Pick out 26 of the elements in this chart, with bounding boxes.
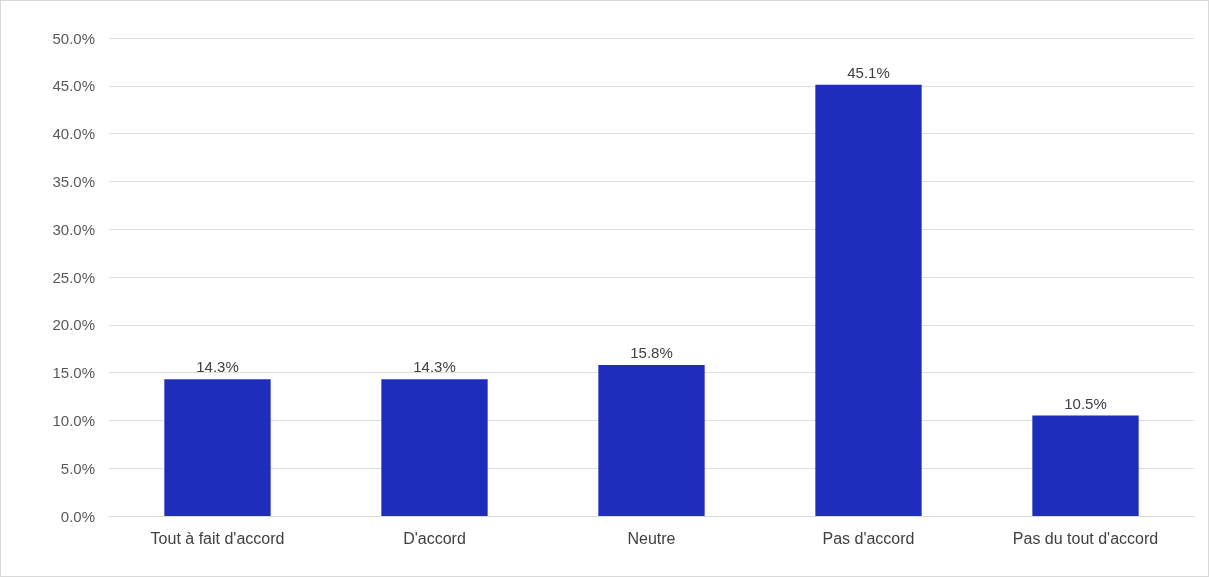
data-label: 10.5% bbox=[1064, 394, 1107, 412]
y-tick-label: 5.0% bbox=[60, 459, 95, 477]
y-tick-label: 25.0% bbox=[52, 268, 95, 286]
y-tick-label: 20.0% bbox=[52, 316, 95, 334]
y-tick-label: 40.0% bbox=[52, 125, 95, 143]
data-label: 14.3% bbox=[413, 358, 456, 376]
y-tick-label: 10.0% bbox=[52, 411, 95, 429]
bar bbox=[598, 364, 705, 516]
x-tick-label: Neutre bbox=[627, 529, 676, 547]
data-label: 45.1% bbox=[847, 63, 890, 81]
bar bbox=[815, 84, 922, 516]
y-tick-label: 35.0% bbox=[52, 172, 95, 190]
x-tick-label: Pas d'accord bbox=[822, 529, 915, 547]
y-tick-label: 50.0% bbox=[52, 29, 95, 47]
y-tick-label: 45.0% bbox=[52, 77, 95, 95]
data-label: 15.8% bbox=[630, 343, 673, 361]
x-tick-label: Pas du tout d'accord bbox=[1012, 529, 1159, 547]
y-tick-label: 15.0% bbox=[52, 364, 95, 382]
y-tick-label: 30.0% bbox=[52, 220, 95, 238]
y-tick-label: 0.0% bbox=[60, 507, 95, 525]
bar bbox=[1032, 415, 1139, 516]
bar bbox=[164, 379, 271, 516]
data-label: 14.3% bbox=[196, 358, 239, 376]
bar bbox=[381, 379, 488, 516]
x-tick-label: D'accord bbox=[403, 529, 466, 547]
x-tick-label: Tout à fait d'accord bbox=[150, 529, 285, 547]
